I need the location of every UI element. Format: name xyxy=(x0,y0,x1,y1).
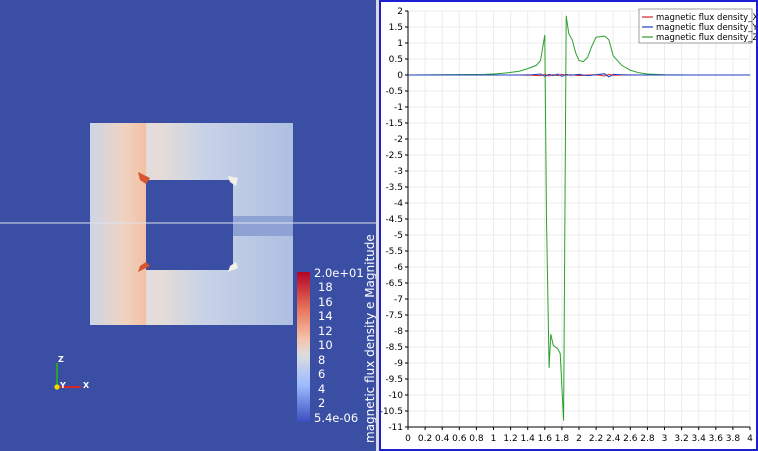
air-gap xyxy=(233,216,293,236)
y-tick-label: -2 xyxy=(394,135,403,145)
colorbar-title: magnetic flux density e Magnitude xyxy=(363,234,376,443)
x-tick-label: 1.4 xyxy=(521,434,536,444)
axis-label-x: X xyxy=(83,381,90,390)
y-tick-label: -3.5 xyxy=(385,183,403,193)
y-tick-label: -7 xyxy=(394,295,403,305)
y-tick-label: -8 xyxy=(394,327,403,337)
y-tick-label: -2.5 xyxy=(385,151,403,161)
x-tick-label: 2.2 xyxy=(589,434,603,444)
y-tick-label: -1 xyxy=(394,103,403,113)
orientation-axes xyxy=(54,363,81,390)
y-tick-label: -0.5 xyxy=(385,87,403,97)
y-tick-label: -9 xyxy=(394,359,403,369)
x-tick-label: 4 xyxy=(747,434,753,444)
series-line-magnetic-flux-density-y xyxy=(408,73,750,78)
line-chart-view[interactable]: 0 0.2 0.4 0.6 0.8 1 1.2 1.4 1.6 1.8 2 2.2 2.4 2.6 2.8 3… xyxy=(379,0,758,451)
x-tick-label: 1.8 xyxy=(555,434,570,444)
colorbar-tick: 10 xyxy=(318,338,333,352)
x-tick-label: 1 xyxy=(491,434,497,444)
y-tick-label: -5.5 xyxy=(385,247,403,257)
colorbar-tick: 16 xyxy=(318,295,333,309)
x-tick-label: 0.4 xyxy=(435,434,450,444)
field-render xyxy=(0,123,376,422)
x-tick-label: 1.2 xyxy=(503,434,517,444)
y-tick-label: -10.5 xyxy=(381,407,403,417)
line-chart: 0 0.2 0.4 0.6 0.8 1 1.2 1.4 1.6 1.8 2 2.2 2.4 2.6 2.8 3… xyxy=(381,7,756,444)
x-tick-label: 0.2 xyxy=(418,434,432,444)
x-tick-label: 3.8 xyxy=(726,434,741,444)
x-tick-label: 3.4 xyxy=(692,434,707,444)
x-tick-label: 2 xyxy=(576,434,582,444)
y-tick-label: -11 xyxy=(388,423,403,433)
x-tick-label: 2.6 xyxy=(623,434,638,444)
y-tick-label: 2 xyxy=(397,7,403,17)
view-splitter[interactable] xyxy=(376,0,379,451)
y-tick-label: -10 xyxy=(388,391,403,401)
render-view[interactable]: 2.0e+01 18 16 14 12 10 8 6 4 2 5.4e-06 m… xyxy=(0,0,376,451)
colorbar-tick: 14 xyxy=(318,309,333,323)
axis-label-y: Y xyxy=(60,381,66,390)
y-tick-label: -8.5 xyxy=(385,343,403,353)
colorbar-tick: 2.0e+01 xyxy=(314,266,364,280)
y-tick-label: -6 xyxy=(394,263,403,273)
y-tick-label: -5 xyxy=(394,231,403,241)
x-tick-label: 3 xyxy=(662,434,668,444)
legend-label: magnetic flux density_Y xyxy=(656,23,756,33)
magnet-frame xyxy=(90,123,293,325)
y-tick-label: 1 xyxy=(397,39,403,49)
colorbar-tick: 12 xyxy=(318,324,333,338)
x-tick-label: 0.8 xyxy=(469,434,484,444)
chart-legend xyxy=(638,8,753,44)
y-tick-label: -7.5 xyxy=(385,311,403,321)
y-tick-label: 0.5 xyxy=(389,55,403,65)
x-tick-label: 2.4 xyxy=(606,434,621,444)
frame-window xyxy=(146,180,233,270)
x-tick-label: 1.6 xyxy=(538,434,553,444)
series-line-magnetic-flux-density-z xyxy=(407,15,750,421)
y-tick-label: -9.5 xyxy=(385,375,403,385)
y-tick-label: -4 xyxy=(394,199,403,209)
y-tick-label: -4.5 xyxy=(385,215,403,225)
x-tick-label: 2.8 xyxy=(640,434,655,444)
y-tick-label: -3 xyxy=(394,167,403,177)
x-tick-label: 3.6 xyxy=(709,434,724,444)
x-tick-label: 0 xyxy=(405,434,411,444)
y-tick-label: -6.5 xyxy=(385,279,403,289)
colorbar-tick: 8 xyxy=(318,353,326,367)
colorbar-tick: 4 xyxy=(318,382,326,396)
y-tick-label: 1.5 xyxy=(389,23,403,33)
colorbar-tick: 5.4e-06 xyxy=(314,411,359,425)
legend-label: magnetic flux density_X xyxy=(656,13,756,23)
colorbar-tick: 2 xyxy=(318,396,326,410)
axis-label-z: Z xyxy=(58,355,64,364)
colorbar-gradient xyxy=(297,272,310,422)
legend-label: magnetic flux density_Z xyxy=(656,33,756,43)
colorbar-tick: 6 xyxy=(318,367,326,381)
x-tick-label: 0.6 xyxy=(452,434,467,444)
y-tick-label: -1.5 xyxy=(385,119,403,129)
y-tick-label: 0 xyxy=(397,71,403,81)
x-tick-label: 3.2 xyxy=(674,434,688,444)
colorbar-tick: 18 xyxy=(318,280,333,294)
